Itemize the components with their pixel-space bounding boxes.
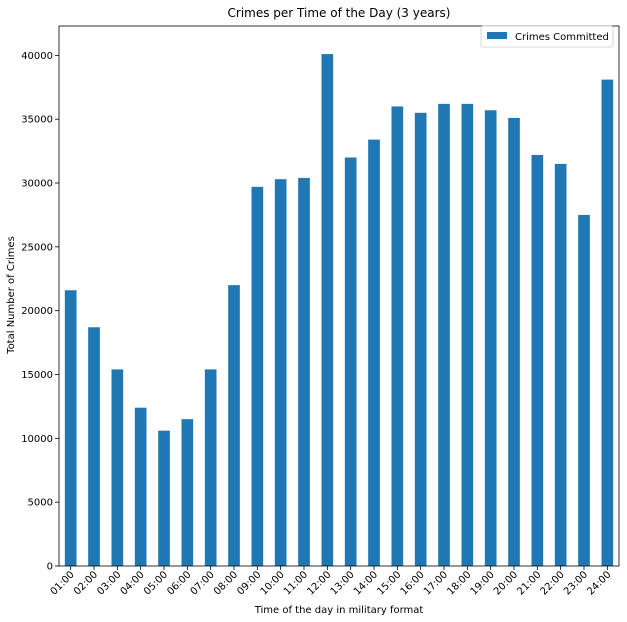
plot-area: 0 5000 10000 15000 20000 25000 30000 35000 40000… — [21, 25, 620, 598]
y-tick-label: 5000 — [28, 498, 53, 509]
bar — [578, 214, 590, 566]
bar — [251, 186, 264, 566]
bar — [554, 163, 567, 566]
y-tick-label: 15000 — [21, 370, 53, 381]
x-tick-label: 02:00 — [72, 569, 100, 597]
x-tick-label: 06:00 — [165, 569, 193, 597]
x-tick-label: 21:00 — [515, 569, 543, 597]
legend-box — [480, 25, 614, 48]
axes-frame — [58, 25, 620, 567]
x-tick-label: 23:00 — [562, 569, 590, 597]
legend-swatch — [487, 32, 507, 39]
bar — [438, 103, 450, 567]
x-tick-label: 19:00 — [469, 569, 497, 597]
bar — [321, 54, 334, 567]
x-tick-label: 14:00 — [352, 569, 380, 597]
bar — [88, 327, 100, 566]
chart-title: Crimes per Time of the Day (3 years) — [228, 6, 451, 20]
x-tick-label: 07:00 — [189, 569, 217, 597]
x-tick-label: 10:00 — [259, 569, 287, 597]
x-tick-label: 22:00 — [539, 569, 567, 597]
bar — [601, 79, 614, 567]
bar — [298, 177, 310, 566]
x-tick-label: 12:00 — [305, 569, 333, 597]
bar — [111, 369, 124, 566]
y-tick-label: 30000 — [21, 179, 53, 190]
y-tick-label: 0 — [47, 562, 53, 573]
legend: Crimes Committed — [480, 25, 614, 48]
x-tick-label: 24:00 — [585, 569, 613, 597]
bar — [391, 106, 404, 567]
bar — [204, 369, 217, 566]
bar — [531, 154, 544, 566]
x-tick-label: 09:00 — [235, 569, 263, 597]
bar — [414, 112, 427, 566]
y-tick-label: 20000 — [21, 306, 53, 317]
x-tick-label: 11:00 — [282, 569, 310, 597]
x-tick-label: 08:00 — [212, 569, 240, 597]
y-tick-label: 35000 — [21, 115, 53, 126]
x-tick-label: 15:00 — [375, 569, 403, 597]
bar — [181, 419, 194, 566]
bar — [344, 157, 357, 567]
x-tick-label: 13:00 — [329, 569, 357, 597]
bar — [158, 430, 170, 566]
bar — [461, 103, 474, 567]
bar — [228, 285, 240, 566]
x-tick-label: 16:00 — [399, 569, 427, 597]
x-tick-label: 18:00 — [445, 569, 473, 597]
x-tick-label: 17:00 — [422, 569, 450, 597]
bar — [368, 139, 380, 566]
x-axis-label: Time of the day in military format — [254, 605, 424, 616]
x-tick-label: 05:00 — [142, 569, 170, 597]
x-tick-label: 20:00 — [492, 569, 520, 597]
bar — [274, 179, 287, 566]
bar — [508, 117, 520, 566]
bar — [64, 290, 77, 566]
legend-label: Crimes Committed — [515, 32, 609, 43]
x-tick-label: 03:00 — [95, 569, 123, 597]
bar — [484, 110, 497, 566]
y-tick-label: 25000 — [21, 242, 53, 253]
y-tick-label: 10000 — [21, 434, 53, 445]
y-axis-label: Total Number of Crimes — [6, 236, 17, 355]
y-tick-label: 40000 — [21, 51, 53, 62]
bar — [134, 407, 147, 566]
x-tick-label: 01:00 — [49, 569, 77, 597]
x-tick-label: 04:00 — [119, 569, 147, 597]
